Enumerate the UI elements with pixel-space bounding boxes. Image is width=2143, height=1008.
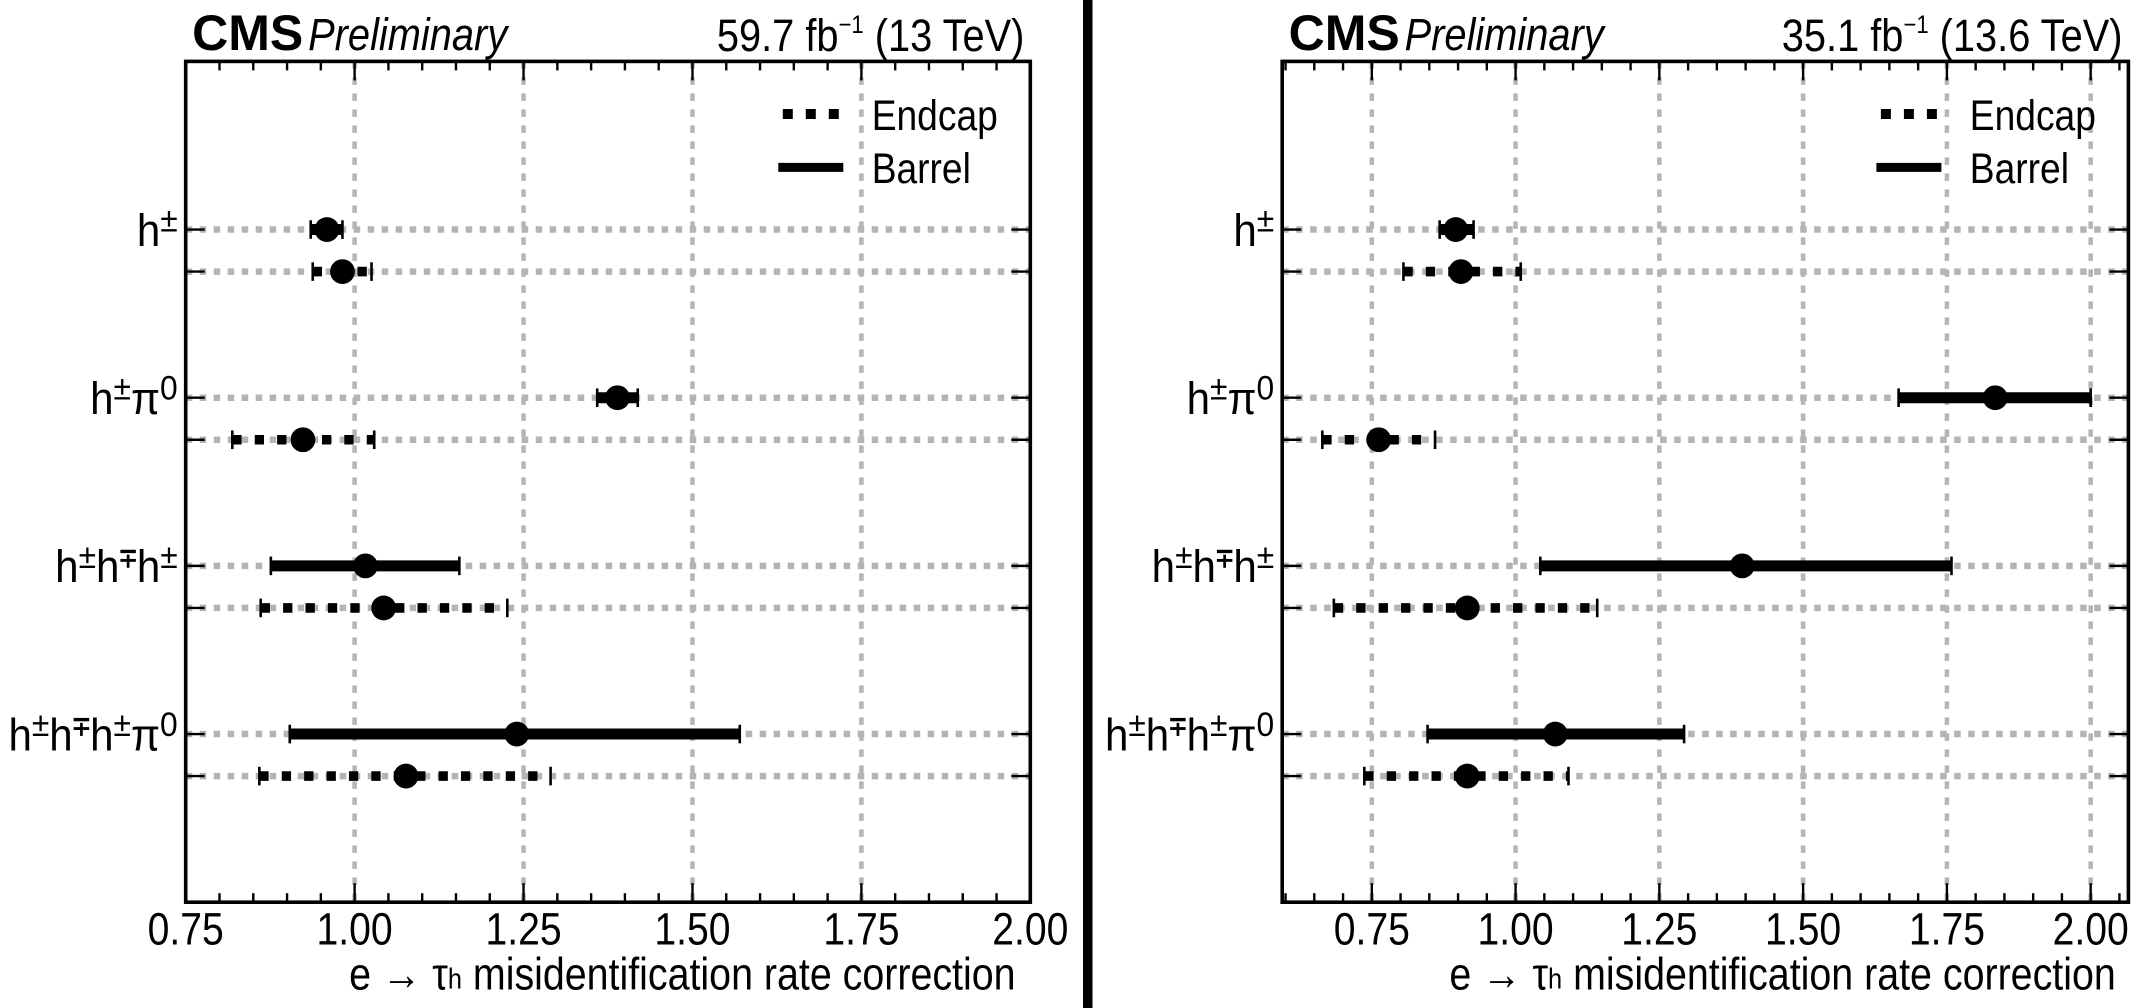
svg-text:0: 0 xyxy=(160,369,178,407)
svg-text:1.25: 1.25 xyxy=(1621,904,1697,954)
svg-text:0.75: 0.75 xyxy=(148,904,224,954)
svg-text:0.75: 0.75 xyxy=(1334,904,1410,954)
svg-text:±: ± xyxy=(160,537,177,575)
svg-text:h: h xyxy=(96,543,119,593)
svg-text:CMS: CMS xyxy=(192,5,303,61)
svg-text:Barrel: Barrel xyxy=(872,146,971,193)
svg-text:h: h xyxy=(137,207,160,257)
svg-text:h: h xyxy=(1146,711,1169,761)
svg-text:Preliminary: Preliminary xyxy=(1405,11,1607,61)
svg-text:e → τ: e → τ xyxy=(1449,949,1548,999)
svg-text:±: ± xyxy=(32,705,49,743)
svg-text:π: π xyxy=(1227,375,1256,425)
svg-text:h: h xyxy=(8,711,31,761)
svg-text:CMS: CMS xyxy=(1289,5,1400,61)
svg-text:h: h xyxy=(137,543,160,593)
svg-text:1.75: 1.75 xyxy=(823,904,899,954)
svg-text:h: h xyxy=(1152,543,1175,593)
svg-text:(13 TeV): (13 TeV) xyxy=(864,11,1025,61)
svg-text:±: ± xyxy=(1257,537,1274,575)
svg-text:h: h xyxy=(90,375,113,425)
svg-text:1.00: 1.00 xyxy=(1477,904,1553,954)
svg-text:±: ± xyxy=(1128,705,1145,743)
svg-text:Endcap: Endcap xyxy=(872,93,998,140)
svg-text:59.7 fb: 59.7 fb xyxy=(717,11,839,61)
svg-text:h: h xyxy=(1233,207,1256,257)
svg-text:1.50: 1.50 xyxy=(654,904,730,954)
svg-text:2.00: 2.00 xyxy=(2053,904,2129,954)
svg-text:π: π xyxy=(131,711,160,761)
svg-text:(13.6 TeV): (13.6 TeV) xyxy=(1929,11,2123,61)
svg-text:h: h xyxy=(1105,711,1128,761)
svg-text:h: h xyxy=(448,962,462,995)
svg-text:h: h xyxy=(1193,543,1216,593)
svg-text:Preliminary: Preliminary xyxy=(308,11,510,61)
svg-text:h: h xyxy=(1233,543,1256,593)
svg-text:h: h xyxy=(1187,711,1210,761)
svg-text:Barrel: Barrel xyxy=(1970,146,2069,193)
svg-text:1.25: 1.25 xyxy=(485,904,561,954)
svg-text:±: ± xyxy=(114,369,131,407)
svg-text:π: π xyxy=(131,375,160,425)
svg-text:1.75: 1.75 xyxy=(1909,904,1985,954)
svg-text:h: h xyxy=(90,711,113,761)
svg-text:0: 0 xyxy=(160,705,178,743)
svg-text:35.1 fb: 35.1 fb xyxy=(1782,11,1904,61)
svg-text:±: ± xyxy=(1257,200,1274,238)
svg-text:e → τ: e → τ xyxy=(349,949,448,999)
svg-text:1.50: 1.50 xyxy=(1765,904,1841,954)
svg-text:2.00: 2.00 xyxy=(992,904,1068,954)
svg-text:misidentification rate correct: misidentification rate correction xyxy=(1562,949,2116,999)
svg-text:0: 0 xyxy=(1257,369,1275,407)
svg-text:misidentification rate correct: misidentification rate correction xyxy=(462,949,1016,999)
svg-text:π: π xyxy=(1227,711,1256,761)
svg-text:h: h xyxy=(1548,962,1562,995)
svg-text:h: h xyxy=(1187,375,1210,425)
svg-text:1.00: 1.00 xyxy=(317,904,393,954)
svg-text:−1: −1 xyxy=(1903,11,1928,39)
svg-text:±: ± xyxy=(1175,537,1192,575)
svg-text:−1: −1 xyxy=(839,11,864,39)
svg-text:±: ± xyxy=(1210,705,1227,743)
svg-text:±: ± xyxy=(160,200,177,238)
svg-text:±: ± xyxy=(114,705,131,743)
svg-text:±: ± xyxy=(79,537,96,575)
svg-text:h: h xyxy=(55,543,78,593)
svg-text:±: ± xyxy=(1210,369,1227,407)
svg-text:0: 0 xyxy=(1257,705,1275,743)
svg-text:Endcap: Endcap xyxy=(1970,93,2096,140)
svg-text:h: h xyxy=(49,711,72,761)
